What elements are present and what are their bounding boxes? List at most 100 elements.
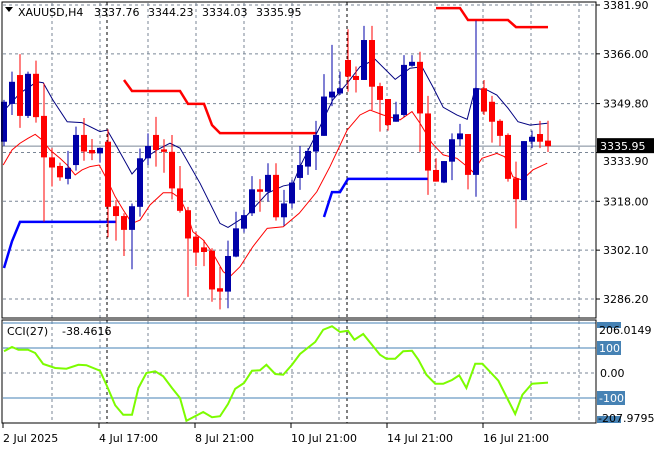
candle-body [105, 141, 111, 207]
bearish-candle [353, 66, 359, 93]
bearish-candle [385, 99, 391, 131]
bearish-candle [505, 133, 511, 182]
time-label: 10 Jul 21:00 [291, 432, 357, 445]
candle-body [513, 178, 519, 200]
bearish-candle [185, 206, 191, 297]
candle-body [73, 134, 79, 166]
candle-body [249, 189, 255, 214]
high-value: 3344.23 [148, 6, 194, 19]
candlesticks [1, 20, 551, 310]
symbol-label: XAUUSD,H4 [18, 6, 83, 19]
bullish-candle [529, 130, 535, 149]
candle-body [33, 73, 39, 118]
bullish-candle [289, 179, 295, 209]
bearish-candle [201, 240, 207, 267]
candle-body [113, 206, 119, 217]
candle-body [209, 250, 215, 290]
cci-level-0: 0.00 [600, 367, 625, 380]
price-label: 3366.00 [603, 48, 649, 61]
bullish-candle [449, 133, 455, 181]
bullish-candle [233, 211, 239, 258]
bearish-candle [209, 248, 215, 302]
candle-body [185, 210, 191, 239]
close-value: 3335.95 [256, 6, 302, 19]
candle-body [177, 188, 183, 211]
price-label: 3349.80 [603, 98, 649, 111]
cci-minus200-box [597, 416, 621, 423]
bullish-candle [313, 120, 319, 170]
candle-body [153, 134, 159, 150]
cci-panel-frame [1, 319, 597, 424]
candle-body [297, 165, 303, 178]
candle-body [409, 61, 415, 66]
bearish-candle [273, 163, 279, 221]
bearish-candle [81, 118, 87, 161]
candle-body [545, 140, 551, 147]
bearish-candle [481, 79, 487, 115]
candle-body [457, 133, 463, 140]
candle-body [97, 147, 103, 154]
candle-body [57, 165, 63, 178]
candle-body [345, 59, 351, 77]
bearish-candle [369, 25, 375, 111]
time-label: 16 Jul 21:00 [483, 432, 549, 445]
candle-body [433, 169, 439, 182]
resistance-step-line [436, 6, 548, 29]
candle-body [425, 113, 431, 171]
candle-body [481, 88, 487, 112]
current-price-box [597, 138, 654, 154]
candle-body [89, 149, 95, 154]
candle-body [377, 86, 383, 100]
time-label: 2 Jul 2025 [3, 432, 58, 445]
candle-body [273, 174, 279, 218]
candle-body [9, 81, 15, 104]
cci-level-minus100: -100 [599, 392, 624, 405]
candle-body [465, 134, 471, 175]
candle-body [129, 206, 135, 230]
bearish-candle [537, 120, 543, 149]
current-price-label: 3335.95 [600, 140, 646, 153]
bearish-candle [153, 116, 159, 167]
bullish-candle [393, 101, 399, 122]
grid [3, 3, 596, 423]
bearish-candle [417, 51, 423, 152]
candle-body [329, 91, 335, 98]
candle-body [121, 216, 127, 230]
bearish-candle [89, 138, 95, 161]
cci-axis-min: -207.9795 [598, 412, 654, 425]
cci-level-100: 100 [599, 342, 620, 355]
bullish-candle [73, 126, 79, 171]
bearish-candle [17, 54, 23, 128]
bearish-candle [433, 158, 439, 182]
candle-body [81, 134, 87, 152]
cci-200-box [597, 322, 621, 328]
bearish-candle [161, 139, 167, 173]
candle-body [385, 99, 391, 126]
time-axis: 2 Jul 2025 4 Jul 17:00 8 Jul 21:00 10 Jul 2… [2, 423, 549, 445]
bearish-candle [57, 162, 63, 181]
bullish-candle [457, 123, 463, 147]
bullish-candle [409, 55, 415, 67]
cci-title: CCI(27) [7, 325, 48, 338]
candle-body [217, 288, 223, 292]
bearish-candle [425, 95, 431, 195]
bearish-candle [33, 60, 39, 123]
bearish-candle [513, 161, 519, 229]
price-label: 3302.10 [603, 244, 649, 257]
time-label: 8 Jul 21:00 [195, 432, 254, 445]
candle-body [449, 139, 455, 162]
candle-body [161, 149, 167, 152]
candle-body [497, 120, 503, 136]
bullish-candle [145, 133, 151, 166]
candle-body [225, 255, 231, 292]
price-label: 3333.90 [603, 155, 649, 168]
cci-value: -38.4616 [62, 325, 111, 338]
triangle-down-icon[interactable] [5, 7, 13, 12]
current-price-badge: 3335.95 [597, 138, 654, 154]
cci-line [3, 325, 549, 423]
bearish-candle [193, 231, 199, 267]
bullish-candle [473, 20, 479, 197]
price-label: 3318.00 [603, 195, 649, 208]
